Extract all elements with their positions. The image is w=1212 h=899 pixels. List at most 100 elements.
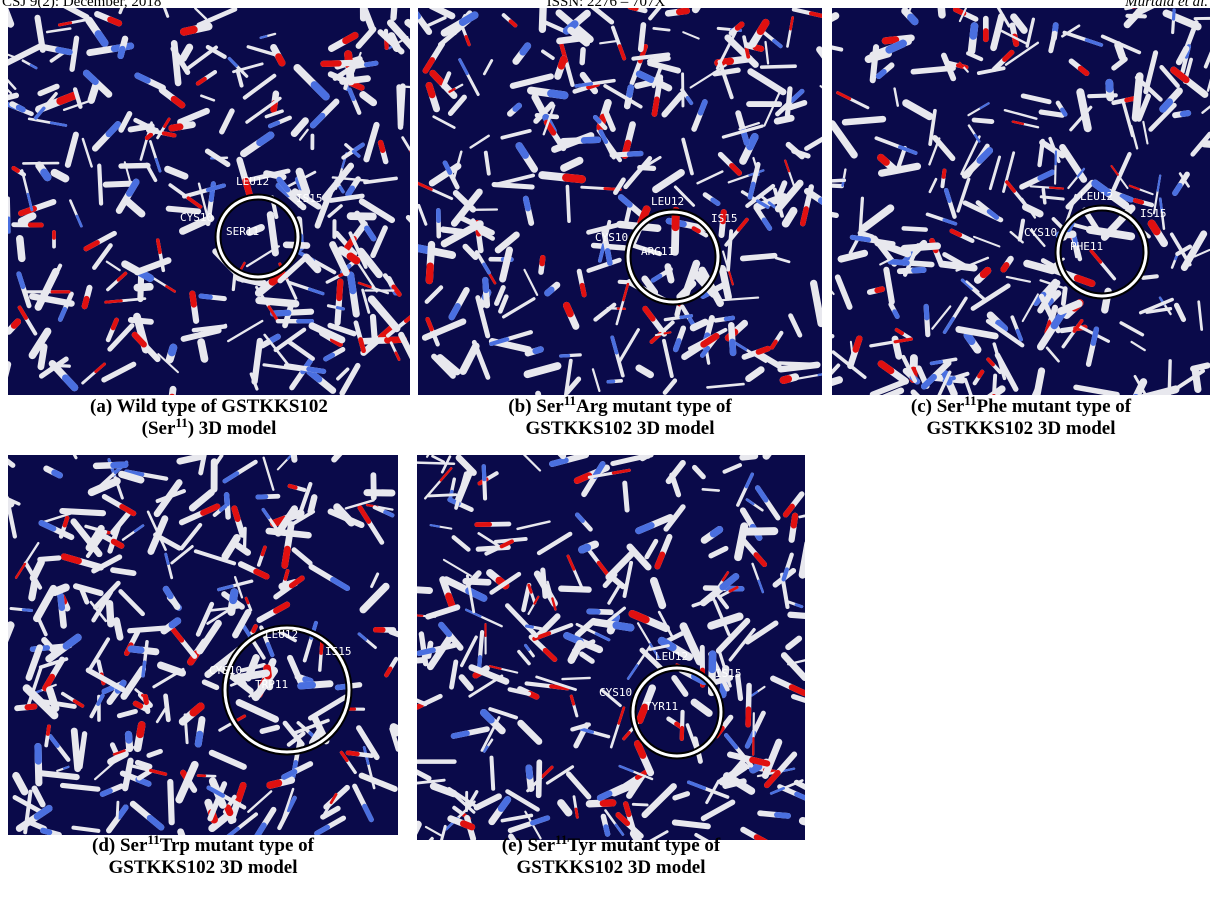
atom-bond <box>143 662 145 676</box>
atom-bond <box>626 804 629 815</box>
atom-bond <box>856 339 860 350</box>
atom-bond <box>750 184 753 197</box>
bond <box>779 363 818 365</box>
caption-superscript: 11 <box>564 393 576 408</box>
atom-bond <box>1152 224 1157 232</box>
bond <box>262 727 277 731</box>
atom-bond <box>323 63 338 64</box>
bond <box>32 582 35 597</box>
caption-text: (c) Ser <box>911 396 965 417</box>
atom-bond <box>944 171 945 177</box>
atom-bond <box>262 547 264 554</box>
bond <box>654 28 669 30</box>
atom-bond <box>879 72 884 76</box>
atom-bond <box>172 621 177 625</box>
bond <box>777 118 791 121</box>
bond <box>106 184 131 185</box>
atom-bond <box>600 794 609 798</box>
atom-bond <box>796 605 802 607</box>
bond <box>39 773 77 777</box>
atom-bond <box>484 713 491 720</box>
atom-bond <box>694 228 699 231</box>
atom-bond <box>339 282 340 298</box>
atom-bond <box>193 707 200 713</box>
atom-bond <box>783 379 788 380</box>
atom-bond <box>431 525 439 526</box>
caption-superscript: 11 <box>175 415 187 430</box>
bond <box>582 50 583 63</box>
atom-bond <box>713 200 718 203</box>
bond <box>790 615 810 617</box>
atom-bond <box>309 369 324 371</box>
atom-bond <box>567 636 580 642</box>
atom-bond <box>65 518 67 525</box>
bond <box>562 678 589 679</box>
panel-caption: (a) Wild type of GSTKKS102 <box>90 396 328 417</box>
panel-caption: GSTKKS102 3D model <box>526 418 715 439</box>
bond <box>290 421 295 460</box>
atom-bond <box>1122 196 1131 199</box>
atom-bond <box>27 707 34 708</box>
caption-text: ) 3D model <box>188 418 277 439</box>
atom-bond <box>732 342 733 353</box>
atom-bond <box>166 589 171 596</box>
residue-label: IS15 <box>715 667 742 680</box>
caption-text: GSTKKS102 3D model <box>927 418 1116 439</box>
bond <box>443 230 461 232</box>
atom-bond <box>485 280 486 290</box>
atom-bond <box>484 466 485 479</box>
atom-bond <box>340 187 343 191</box>
atom-bond <box>811 13 822 16</box>
bond <box>113 570 134 573</box>
caption-superscript: 11 <box>964 393 976 408</box>
residue-label: IS15 <box>325 645 352 658</box>
atom-bond <box>253 626 255 630</box>
atom-bond <box>61 431 67 442</box>
atom-bond <box>348 753 358 754</box>
atom-bond <box>228 808 230 813</box>
bond <box>554 446 563 455</box>
atom-bond <box>326 355 333 359</box>
residue-label: CYS10 <box>595 231 628 244</box>
residue-label: LEU12 <box>1080 190 1113 203</box>
atom-bond <box>753 767 758 770</box>
bond <box>61 431 76 458</box>
bond <box>803 821 821 826</box>
atom-bond <box>877 289 882 290</box>
atom-bond <box>305 679 310 681</box>
atom-bond <box>523 46 528 52</box>
bond <box>117 621 120 638</box>
atom-bond <box>640 707 645 720</box>
atom-bond <box>198 734 199 744</box>
panel-caption: (c) Ser11Phe mutant type of <box>911 393 1132 418</box>
bond <box>4 364 8 382</box>
atom-bond <box>137 76 147 81</box>
atom-bond <box>19 107 23 109</box>
atom-bond <box>184 30 194 32</box>
bond <box>117 802 118 819</box>
atom-bond <box>238 785 243 799</box>
atom-bond <box>0 453 3 458</box>
atom-bond <box>606 827 608 834</box>
bond <box>245 528 246 548</box>
atom-bond <box>429 85 432 94</box>
bond <box>412 463 454 464</box>
atom-bond <box>1080 68 1086 73</box>
atom-bond <box>429 266 430 280</box>
atom-bond <box>932 362 942 364</box>
caption-text: Phe mutant type of <box>976 396 1131 417</box>
bond <box>904 246 937 248</box>
bond <box>542 0 543 29</box>
atom-bond <box>432 442 435 448</box>
molecule-image: LEU12IS15CYS10TRP11 <box>0 421 428 848</box>
bond <box>406 839 432 868</box>
atom-bond <box>1174 10 1175 19</box>
panel-caption: (Ser11) 3D model <box>142 415 277 440</box>
atom-bond <box>270 123 278 126</box>
bond <box>633 804 647 805</box>
atom-bond <box>756 47 762 48</box>
residue-label: IS15 <box>711 212 738 225</box>
atom-bond <box>582 285 584 294</box>
atom-bond <box>234 508 237 519</box>
